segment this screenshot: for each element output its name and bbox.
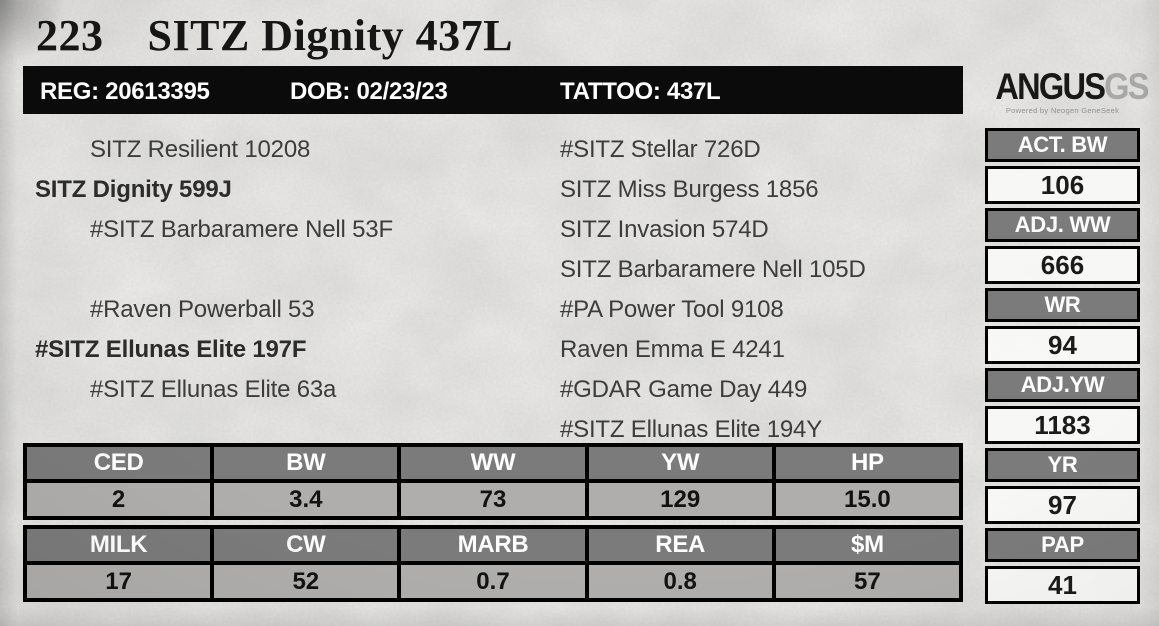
weight-stats-sidebar: ACT. BW 106 ADJ. WW 666 WR 94 ADJ.YW 118… [985,128,1140,604]
pedigree-ancestor: #PA Power Tool 9108 [560,296,784,323]
epd-value-ced: 2 [27,483,211,516]
pedigree-dam: #SITZ Ellunas Elite 197F [35,336,307,363]
epd-value-hp: 15.0 [775,483,959,516]
stat-label-act-bw: ACT. BW [985,128,1140,162]
stat-value-adj-ww: 666 [985,246,1140,284]
epd-value-dollar-m: 57 [775,565,959,598]
stat-label-adj-ww: ADJ. WW [985,208,1140,242]
epd-header-marb: MARB [401,529,585,561]
epd-table-top: CED BW WW YW HP 2 3.4 73 129 15.0 [23,443,963,520]
stat-value-pap: 41 [985,566,1140,604]
epd-header-ced: CED [27,447,211,479]
stat-label-yr: YR [985,448,1140,482]
epd-value-cw: 52 [214,565,398,598]
epd-header-rea: REA [588,529,772,561]
pedigree-ancestor: Raven Emma E 4241 [560,336,785,363]
tattoo: TATTOO: 437L [560,78,721,106]
dob: DOB: 02/23/23 [290,78,448,106]
lot-number: 223 [36,11,104,60]
stat-label-wr: WR [985,288,1140,322]
pedigree-ancestor: #GDAR Game Day 449 [560,376,808,403]
pedigree-paternal-grandsire: SITZ Resilient 10208 [90,136,311,163]
pedigree-paternal-granddam: #SITZ Barbaramere Nell 53F [90,216,393,243]
epd-header-cw: CW [214,529,398,561]
pedigree-maternal-grandsire: #Raven Powerball 53 [90,296,315,323]
epd-header-milk: MILK [27,529,211,561]
page-title: 223 SITZ Dignity 437L [36,10,513,61]
epd-header-yw: YW [588,447,772,479]
epd-value-bw: 3.4 [214,483,398,516]
stat-value-wr: 94 [985,326,1140,364]
epd-header-hp: HP [775,447,959,479]
pedigree-ancestor: SITZ Invasion 574D [560,216,769,243]
logo-tagline: Powered by Neogen GeneSeek [1005,106,1120,115]
epd-value-marb: 0.7 [401,565,585,598]
pedigree-sire: SITZ Dignity 599J [35,176,232,203]
pedigree-maternal-granddam: #SITZ Ellunas Elite 63a [90,376,337,403]
stat-label-pap: PAP [985,528,1140,562]
stat-value-adj-yw: 1183 [985,406,1140,444]
epd-table-bottom: MILK CW MARB REA $M 17 52 0.7 0.8 57 [23,525,963,602]
epd-header-bw: BW [214,447,398,479]
epd-value-milk: 17 [27,565,211,598]
pedigree-ancestor: SITZ Miss Burgess 1856 [560,176,819,203]
epd-value-yw: 129 [588,483,772,516]
reg-number: REG: 20613395 [40,78,210,106]
epd-value-ww: 73 [401,483,585,516]
epd-header-ww: WW [401,447,585,479]
stat-value-yr: 97 [985,486,1140,524]
pedigree-ancestor: SITZ Barbaramere Nell 105D [560,256,866,283]
angus-gs-logo-text: ANGUSGS [995,66,1149,107]
registration-bar: REG: 20613395 DOB: 02/23/23 TATTOO: 437L [23,66,963,114]
epd-value-rea: 0.8 [588,565,772,598]
angus-gs-logo: ANGUSGS Powered by Neogen GeneSeek [985,68,1149,115]
pedigree-ancestor: #SITZ Stellar 726D [560,136,761,163]
epd-header-dollar-m: $M [775,529,959,561]
stat-label-adj-yw: ADJ.YW [985,368,1140,402]
stat-value-act-bw: 106 [985,166,1140,204]
animal-name: SITZ Dignity 437L [147,11,513,60]
